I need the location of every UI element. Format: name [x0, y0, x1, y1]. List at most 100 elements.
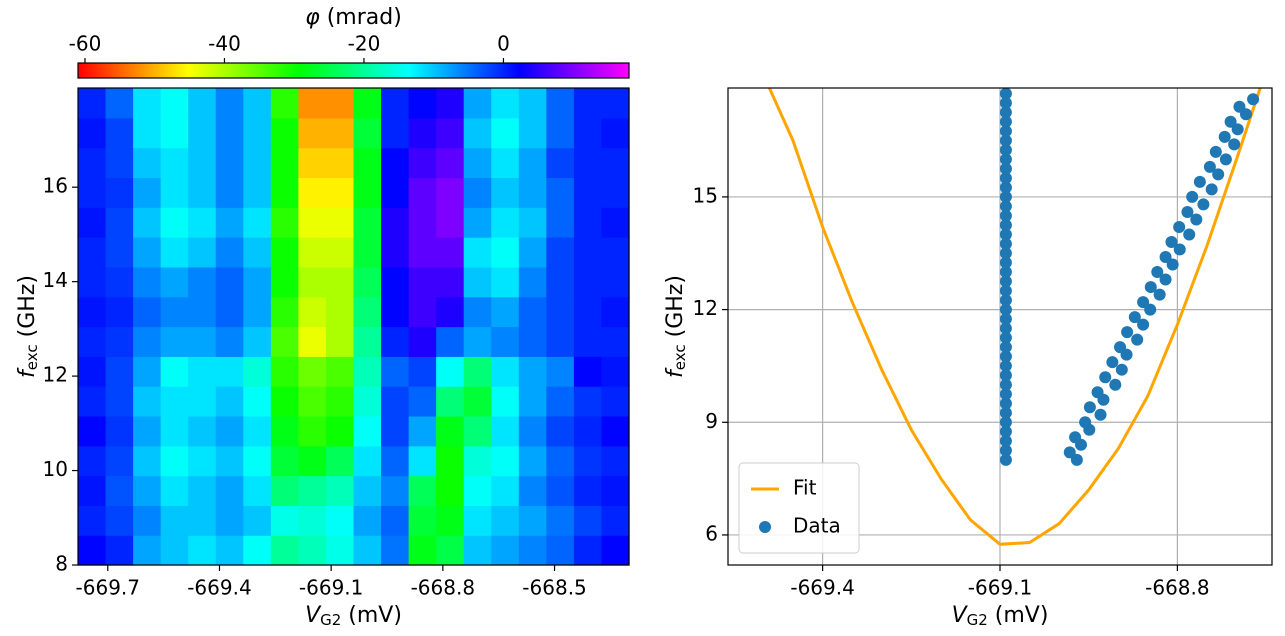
heatmap-cell [133, 505, 162, 536]
heatmap-cell [546, 326, 575, 357]
heatmap-cell [78, 88, 107, 119]
heatmap-cell [353, 177, 382, 208]
heatmap-cell [270, 207, 299, 238]
heatmap-cell [133, 445, 162, 477]
heatmap-cell [573, 415, 603, 447]
heatmap-cell [325, 207, 355, 238]
heatmap-cell [215, 445, 244, 477]
heatmap-cell [133, 237, 162, 268]
data-point [1165, 235, 1178, 248]
heatmap-cell [188, 177, 217, 208]
data-point [999, 125, 1012, 138]
heatmap-cell [381, 177, 410, 208]
heatmap-cell [215, 356, 244, 387]
heatmap-cell [188, 207, 217, 238]
heatmap-cell [215, 207, 244, 238]
data-point [1144, 303, 1157, 316]
axis-symbol: V [952, 603, 969, 628]
data-point [999, 397, 1012, 410]
heatmap-cell [436, 326, 465, 357]
heatmap-cell [518, 535, 547, 566]
axis-subscript: exc [23, 344, 41, 370]
heatmap-cell [601, 326, 630, 357]
heatmap-cell [381, 266, 410, 298]
heatmap-cell [133, 386, 162, 417]
heatmap-cell [298, 445, 327, 477]
x-tick-label: -669.7 [76, 576, 140, 600]
heatmap-cell [215, 237, 244, 268]
heatmap-cell [78, 386, 107, 417]
data-point [1173, 243, 1186, 256]
heatmap-cell [243, 356, 272, 387]
data-point [1218, 130, 1231, 143]
heatmap-cell [601, 445, 630, 477]
heatmap-cell [436, 505, 465, 536]
heatmap-cell [381, 535, 410, 566]
heatmap-cell [160, 475, 189, 506]
heatmap-cell [78, 207, 107, 238]
data-point [1151, 266, 1164, 279]
data-point [1153, 288, 1166, 301]
x-tick-label: -668.8 [411, 576, 475, 600]
heatmap-cell [270, 356, 299, 387]
heatmap-cell [78, 326, 107, 357]
colorbar-tick-label: 0 [497, 32, 510, 56]
heatmap-cell [381, 386, 410, 417]
heatmap-cell [408, 147, 437, 179]
heatmap-cell [518, 296, 547, 328]
data-point [1190, 213, 1203, 226]
heatmap-cell [463, 147, 492, 179]
heatmap-cell [408, 266, 437, 298]
heatmap-cell [298, 207, 327, 238]
heatmap-cell [243, 326, 272, 357]
heatmap-cell [546, 356, 575, 387]
heatmap-cell [408, 475, 437, 506]
data-point [999, 228, 1012, 241]
heatmap-cell [601, 147, 630, 179]
heatmap-cell [491, 505, 520, 536]
heatmap-cell [298, 237, 327, 268]
data-point [1203, 160, 1216, 173]
heatmap-cell [215, 147, 244, 179]
heatmap-cell [215, 505, 244, 536]
heatmap-cell [353, 475, 382, 506]
x-tick-label: -668.5 [522, 576, 586, 600]
heatmap-cell [188, 415, 217, 447]
heatmap-cell [546, 475, 575, 506]
heatmap-cell [160, 88, 189, 119]
heatmap-cell [133, 147, 162, 179]
heatmap-cell [298, 535, 327, 566]
x-tick-label: -669.1 [968, 576, 1032, 600]
heatmap-cell [325, 475, 355, 506]
heatmap-cell [381, 356, 410, 387]
heatmap-cell [105, 88, 134, 119]
y-tick-label: 9 [705, 409, 718, 433]
heatmap-cell [436, 445, 465, 477]
heatmap-cell [463, 445, 492, 477]
data-point [1159, 251, 1172, 264]
heatmap-cell [518, 147, 547, 179]
data-point [999, 331, 1012, 344]
heatmap-cell [491, 386, 520, 417]
heatmap-cell [298, 415, 327, 447]
heatmap-cell [105, 326, 134, 357]
heatmap-cell [573, 147, 603, 179]
data-point [1091, 386, 1104, 399]
heatmap-cell [573, 237, 603, 268]
data-point [1063, 446, 1076, 459]
heatmap-cell [160, 117, 189, 149]
heatmap-cell [408, 415, 437, 447]
heatmap-cell [133, 117, 162, 149]
heatmap-cell [105, 177, 134, 208]
axis-symbol: V [305, 603, 322, 628]
y-tick-label: 15 [693, 183, 718, 207]
heatmap-cell [491, 237, 520, 268]
heatmap-cell [160, 326, 189, 357]
heatmap-cell [381, 237, 410, 268]
heatmap-cell [573, 117, 603, 149]
data-point [1083, 401, 1096, 414]
heatmap-cell [463, 475, 492, 506]
axis-symbol: f [15, 367, 40, 378]
heatmap-cell [353, 237, 382, 268]
data-point [1144, 281, 1157, 294]
